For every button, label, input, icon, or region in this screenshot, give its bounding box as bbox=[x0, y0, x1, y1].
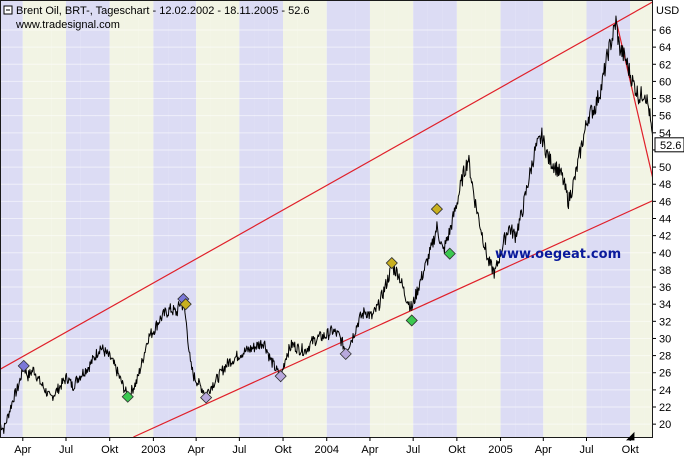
y-tick-label: 24 bbox=[659, 385, 671, 397]
pivot-marker bbox=[17, 359, 30, 372]
x-tick-label: Jul bbox=[232, 444, 246, 456]
channel-line bbox=[133, 199, 653, 437]
y-tick-label: 30 bbox=[659, 333, 671, 345]
x-tick-label: Apr bbox=[535, 444, 552, 456]
pivot-marker bbox=[339, 347, 352, 360]
y-unit-label: USD bbox=[656, 5, 679, 17]
y-tick-label: 56 bbox=[659, 111, 671, 123]
y-tick-label: 66 bbox=[659, 25, 671, 37]
x-tick-label: Jul bbox=[59, 444, 73, 456]
resize-grip-icon[interactable]: ◢ bbox=[626, 430, 635, 442]
last-value-box bbox=[654, 137, 684, 153]
y-tick-label: 38 bbox=[659, 265, 671, 277]
y-tick-label: 26 bbox=[659, 368, 671, 380]
pivot-marker bbox=[274, 370, 287, 383]
chart-title: Brent Oil, BRT-, Tageschart - 12.02.2002… bbox=[16, 5, 310, 17]
x-tick-label: 2004 bbox=[314, 444, 338, 456]
y-tick-label: 22 bbox=[659, 402, 671, 414]
watermark: www.oegeat.com bbox=[495, 247, 621, 262]
signal-markers bbox=[17, 203, 456, 404]
pivot-marker bbox=[385, 256, 398, 270]
y-tick-label: 60 bbox=[659, 76, 671, 88]
pivot-marker bbox=[200, 391, 213, 404]
x-tick-label: Okt bbox=[101, 444, 118, 456]
pivot-marker bbox=[179, 298, 192, 311]
y-tick-label: 46 bbox=[659, 196, 671, 208]
y-tick-label: 34 bbox=[659, 299, 671, 311]
pivot-marker bbox=[121, 390, 134, 403]
pivot-marker bbox=[443, 247, 456, 260]
x-tick-label: Apr bbox=[188, 444, 205, 456]
price-series bbox=[0, 15, 653, 434]
x-tick-label: 2003 bbox=[141, 444, 165, 456]
channel-line bbox=[0, 1, 653, 370]
y-tick-label: 48 bbox=[659, 179, 671, 191]
x-tick-label: Jul bbox=[579, 444, 593, 456]
y-axis: 20 22 24 26 28 30 32 34 36 38 40 42 44 46 48 50 54 56 58 60… bbox=[653, 25, 684, 431]
x-tick-label: Okt bbox=[274, 444, 291, 456]
x-tick-label: Okt bbox=[448, 444, 465, 456]
y-tick-label: 50 bbox=[659, 162, 671, 174]
y-tick-label: 58 bbox=[659, 94, 671, 106]
y-tick-label: 32 bbox=[659, 316, 671, 328]
source-label: www.tradesignal.com bbox=[15, 19, 120, 31]
pivot-marker bbox=[405, 314, 418, 327]
y-tick-label: 28 bbox=[659, 351, 671, 363]
gridlines bbox=[0, 29, 653, 425]
y-tick-label: 44 bbox=[659, 214, 671, 226]
x-tick-label: Apr bbox=[361, 444, 378, 456]
x-tick-label: Okt bbox=[622, 444, 639, 456]
y-tick-label: 20 bbox=[659, 419, 671, 431]
y-tick-label: 40 bbox=[659, 248, 671, 260]
y-tick-label: 42 bbox=[659, 231, 671, 243]
last-value-label: 52.6 bbox=[660, 140, 681, 152]
x-axis: Apr Jul Okt 2003 Apr Jul Okt 2004 Apr Jul Okt 2005 A… bbox=[14, 437, 639, 456]
y-tick-label: 64 bbox=[659, 42, 671, 54]
pivot-marker bbox=[430, 203, 443, 216]
x-tick-label: Jul bbox=[406, 444, 420, 456]
x-tick-label: 2005 bbox=[488, 444, 512, 456]
y-tick-label: 36 bbox=[659, 282, 671, 294]
price-line bbox=[0, 15, 653, 434]
x-tick-label: Apr bbox=[14, 444, 31, 456]
y-tick-label: 62 bbox=[659, 59, 671, 71]
y-tick-label: 54 bbox=[659, 128, 671, 140]
